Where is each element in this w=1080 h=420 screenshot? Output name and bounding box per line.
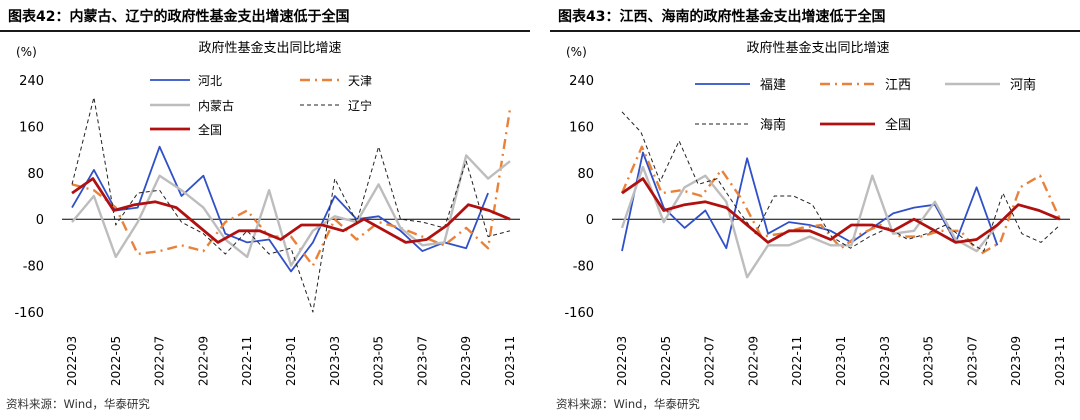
legend-label: 河南 xyxy=(1010,77,1036,93)
figure-title: 图表42：内蒙古、辽宁的政府性基金支出增速低于全国 xyxy=(8,9,350,25)
series-line-河南 xyxy=(620,165,999,279)
figure-42: 图表42：内蒙古、辽宁的政府性基金支出增速低于全国 政府性基金支出同比增速 (%)… xyxy=(0,0,530,420)
x-tick-label: 2023-11 xyxy=(1053,336,1067,386)
x-tick-label: 2022-07 xyxy=(703,336,717,386)
y-tick-label: -160 xyxy=(14,306,44,321)
x-tick-label: 2023-07 xyxy=(965,336,979,386)
x-tick-label: 2023-11 xyxy=(503,336,517,386)
x-tick-label: 2022-09 xyxy=(746,336,760,386)
chart-43: 政府性基金支出同比增速 (%) -160 -80 0 80 160 240 2022-03 202… xyxy=(564,40,1070,386)
x-tick-label: 2023-05 xyxy=(922,336,936,386)
y-tick-label: 160 xyxy=(19,120,44,135)
y-tick-label: 80 xyxy=(27,167,44,182)
series-line-河北 xyxy=(71,145,489,273)
series-line-全国 xyxy=(621,177,1061,244)
x-tick-label: 2023-03 xyxy=(328,336,342,386)
x-tick-label: 2023-01 xyxy=(834,336,848,386)
y-tick-label: 240 xyxy=(569,74,594,89)
chart-42: 政府性基金支出同比增速 (%) -160 -80 0 80 160 240 2022-03 202… xyxy=(14,40,520,386)
x-tick-label: 2023-09 xyxy=(1009,336,1023,386)
legend-label: 江西 xyxy=(885,78,911,93)
series-line-福建 xyxy=(621,151,999,252)
source-note: 资料来源：Wind，华泰研究 xyxy=(6,397,150,411)
y-tick-label: 160 xyxy=(569,120,594,135)
x-tick-label: 2023-09 xyxy=(459,336,473,386)
title-rule xyxy=(0,30,530,32)
x-tick-label: 2022-03 xyxy=(615,336,629,386)
legend-label: 福建 xyxy=(760,78,786,93)
x-tick-label: 2022-11 xyxy=(790,336,804,386)
x-tick-label: 2022-05 xyxy=(659,336,673,386)
y-tick-label: -160 xyxy=(564,306,594,321)
figure-43: 图表43：江西、海南的政府性基金支出增速低于全国 政府性基金支出同比增速 (%) -… xyxy=(550,0,1080,420)
chart-title: 政府性基金支出同比增速 xyxy=(198,40,341,56)
source-note: 资料来源：Wind，华泰研究 xyxy=(556,397,700,411)
title-rule xyxy=(550,30,1080,32)
series-line-内蒙古 xyxy=(71,154,511,267)
figure-title: 图表43：江西、海南的政府性基金支出增速低于全国 xyxy=(558,9,886,25)
y-tick-label: 80 xyxy=(577,167,594,182)
y-tick-label: 0 xyxy=(586,213,594,228)
series-line-全国 xyxy=(71,177,511,244)
series-line-江西 xyxy=(620,145,1062,256)
legend-label: 全国 xyxy=(198,122,222,137)
x-tick-label: 2022-03 xyxy=(65,336,79,386)
x-tick-label: 2023-05 xyxy=(372,336,386,386)
legend-label: 海南 xyxy=(760,117,786,133)
y-tick-label: -80 xyxy=(573,260,594,275)
chart-title: 政府性基金支出同比增速 xyxy=(746,40,889,56)
y-axis-unit: (%) xyxy=(566,45,587,59)
x-tick-label: 2023-01 xyxy=(284,336,298,386)
y-tick-label: 0 xyxy=(36,213,44,228)
legend-label: 辽宁 xyxy=(348,98,372,113)
x-tick-label: 2023-07 xyxy=(415,336,429,386)
legend-label: 天津 xyxy=(348,74,372,88)
legend-label: 河北 xyxy=(198,74,222,88)
x-tick-label: 2023-03 xyxy=(878,336,892,386)
legend-label: 全国 xyxy=(885,117,911,133)
y-tick-label: 240 xyxy=(19,74,44,89)
legend-label: 内蒙古 xyxy=(198,98,234,113)
y-axis-unit: (%) xyxy=(16,45,37,59)
x-tick-label: 2022-07 xyxy=(153,336,167,386)
x-tick-label: 2022-05 xyxy=(109,336,123,386)
y-tick-label: -80 xyxy=(23,260,44,275)
x-tick-label: 2022-09 xyxy=(196,336,210,386)
x-tick-label: 2022-11 xyxy=(240,336,254,386)
